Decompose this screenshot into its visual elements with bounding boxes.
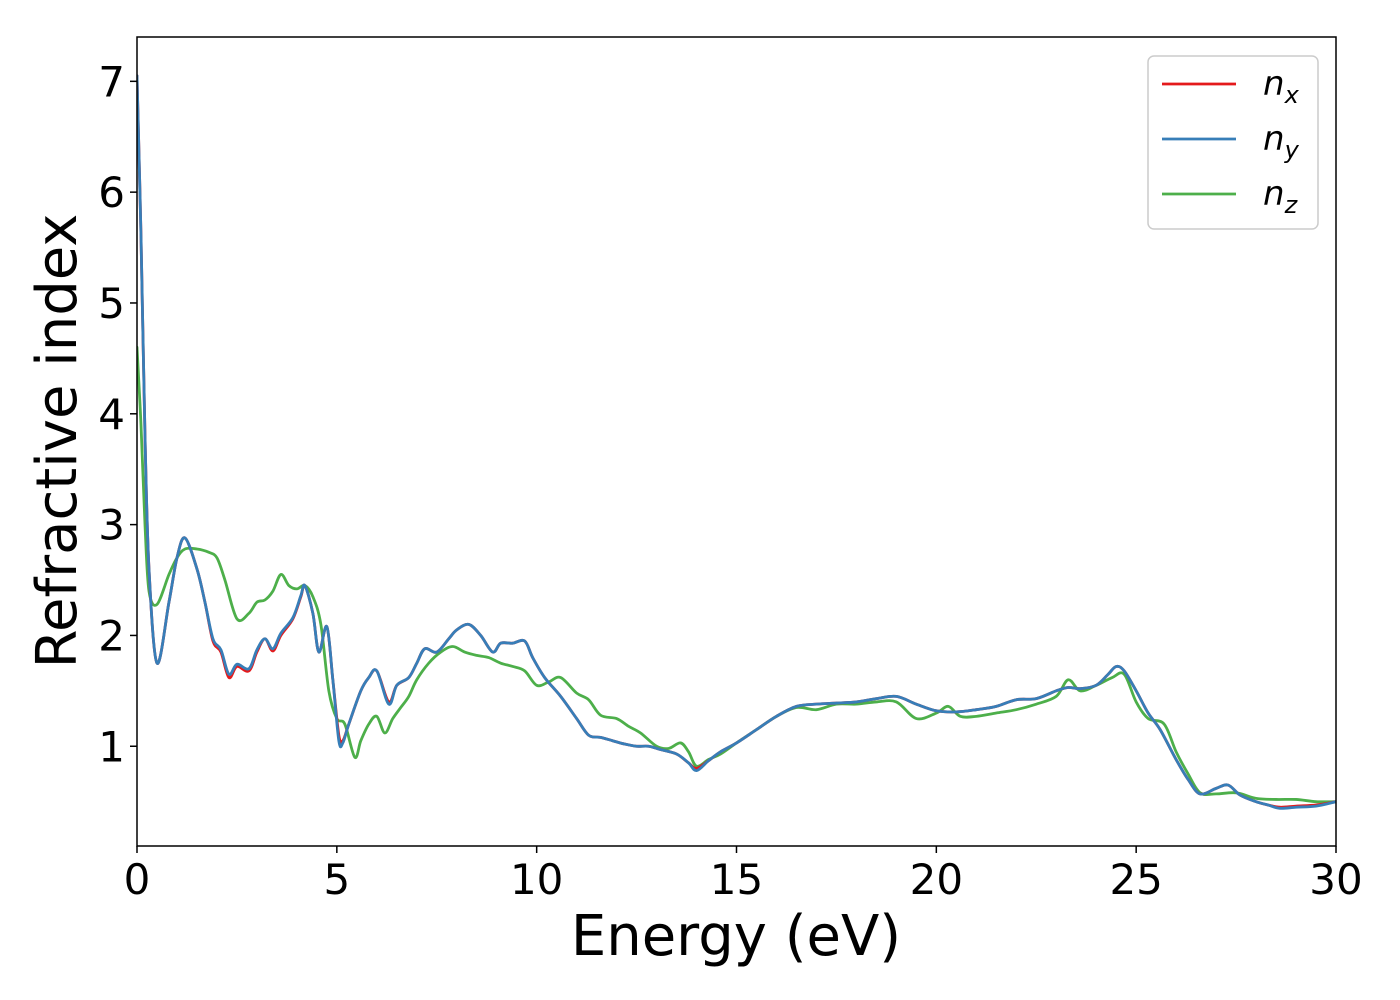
y-tick-label: 3 [98,501,125,550]
y-axis-label: Refractive index [25,214,90,669]
x-tick-label: 10 [510,855,563,904]
legend-label-nx: nx [1263,64,1300,109]
series-line-ny [137,74,1336,810]
x-tick-label: 0 [124,855,151,904]
plot-area [136,36,1337,847]
y-tick-label: 4 [98,390,125,439]
legend-box [1147,55,1319,230]
y-tick-label: 7 [98,57,125,106]
x-tick-label: 20 [910,855,963,904]
legend-label-nz: nz [1263,174,1299,219]
legend-label-ny: ny [1263,119,1300,164]
legend: nx ny nz [1147,55,1319,230]
series-line-nz [137,345,1336,804]
series-layer [137,74,1336,810]
y-tick-label: 2 [98,611,125,660]
x-tick-label: 5 [323,855,350,904]
y-tick-label: 6 [98,168,125,217]
x-tick-label: 15 [710,855,763,904]
y-axis-ticks: 1 2 3 4 5 6 7 [98,57,137,771]
x-axis-label: Energy (eV) [571,904,901,969]
x-tick-label: 30 [1309,855,1362,904]
x-tick-label: 25 [1109,855,1162,904]
x-axis-ticks: 0 5 10 15 20 25 30 [124,846,1363,904]
y-tick-label: 1 [98,722,125,771]
y-tick-label: 5 [98,279,125,328]
